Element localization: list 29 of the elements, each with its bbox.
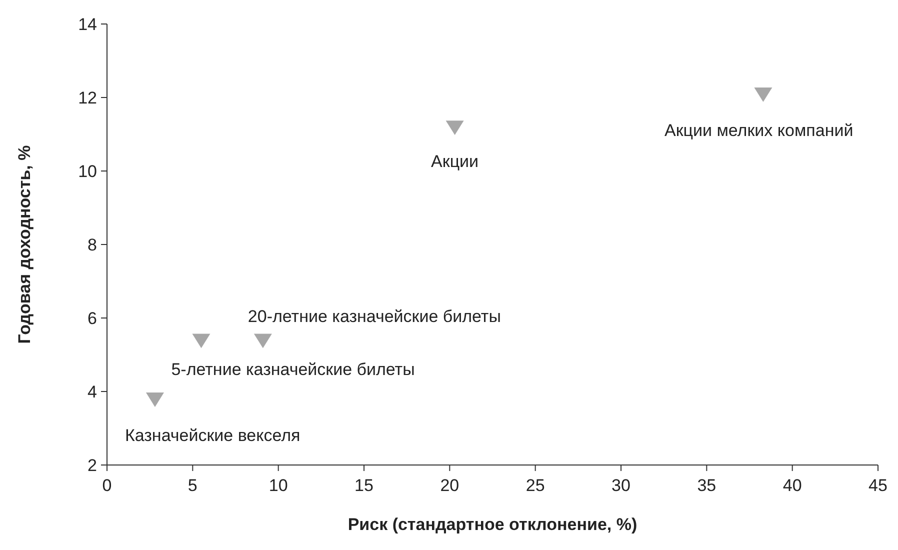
y-tick-label: 14 (78, 14, 97, 34)
x-tick-label: 35 (697, 476, 716, 495)
point (146, 392, 164, 407)
y-axis-title: Годовая доходность, % (15, 145, 34, 344)
x-tick-label: 15 (354, 476, 374, 495)
x-tick-label: 20 (440, 476, 460, 495)
x-tick-label: 45 (868, 476, 888, 495)
y-tick-label: 10 (78, 162, 97, 181)
point (446, 120, 464, 135)
y-tick-label: 2 (88, 456, 97, 475)
x-tick-label: 25 (526, 476, 545, 495)
point (754, 88, 772, 102)
y-tick-label: 4 (88, 382, 97, 402)
y-tick-label: 6 (88, 308, 97, 328)
point (192, 334, 210, 348)
y-tick-label: 12 (78, 88, 97, 108)
x-axis-title: Риск (стандартное отклонение, %) (348, 515, 638, 534)
point (254, 334, 272, 348)
annotation: 5-летние казначейские билеты (171, 360, 415, 380)
annotation: Акции мелких компаний (664, 120, 854, 140)
x-tick-label: 10 (268, 476, 288, 495)
x-tick-label: 30 (612, 476, 630, 495)
x-tick-label: 0 (102, 476, 112, 495)
annotation: Акции (431, 152, 479, 171)
x-tick-label: 5 (188, 476, 198, 495)
x-tick-label: 40 (782, 476, 802, 495)
annotation: 20-летние казначейские билеты (248, 307, 501, 326)
annotation: Казначейские векселя (124, 426, 300, 445)
y-tick-label: 8 (88, 235, 97, 254)
